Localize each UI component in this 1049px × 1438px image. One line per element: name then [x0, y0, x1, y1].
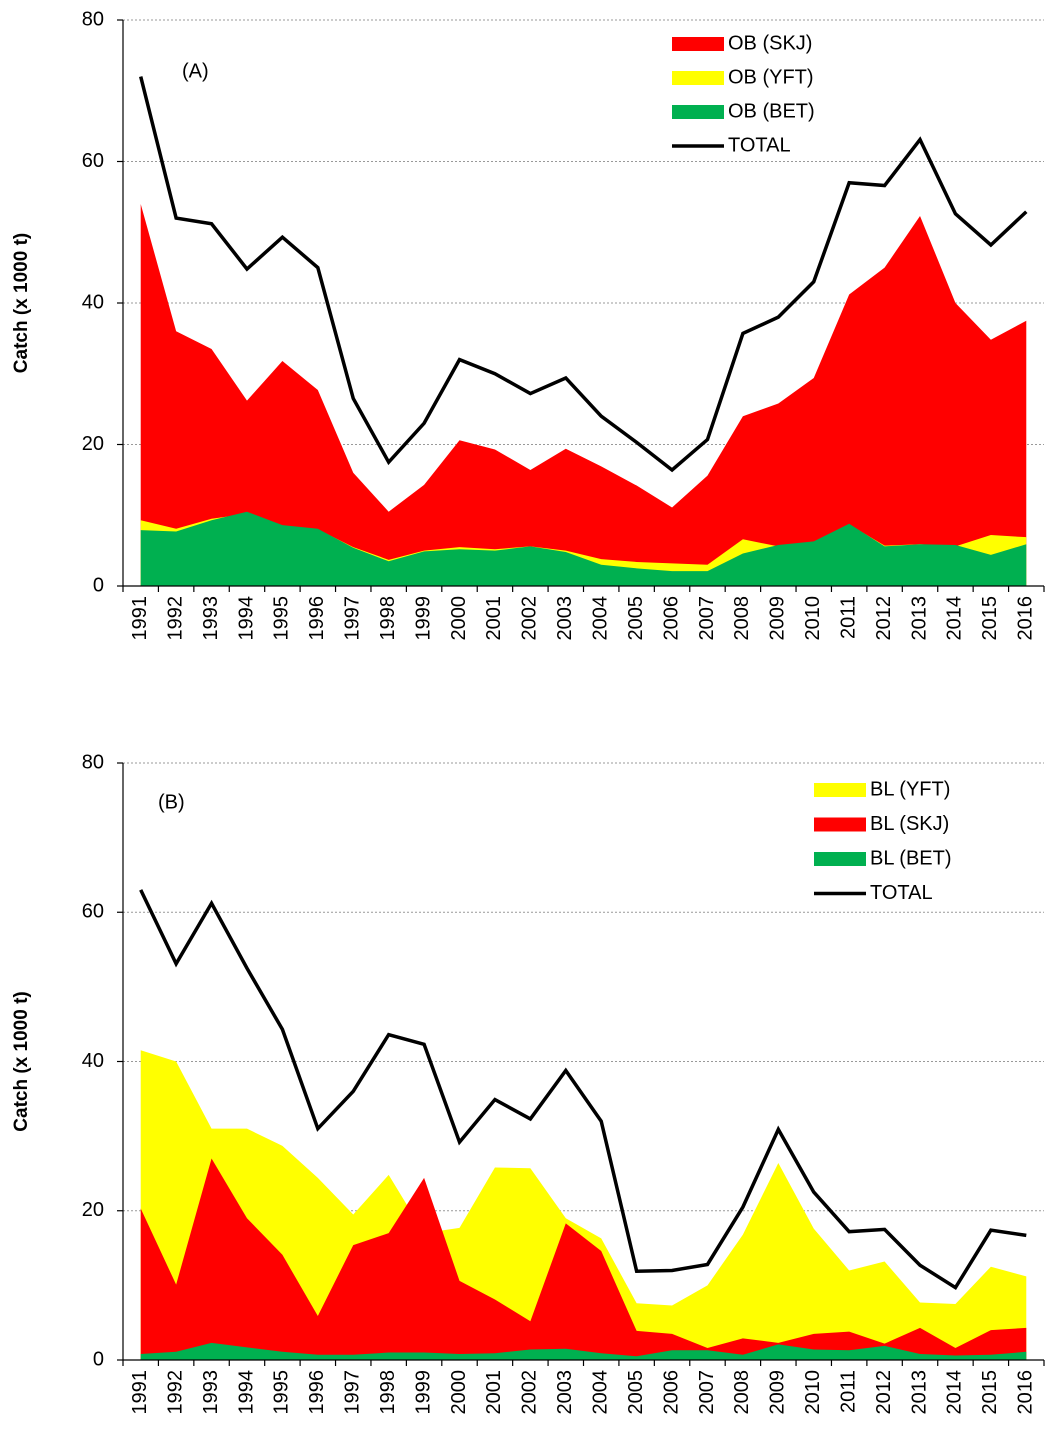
area	[140, 203, 1027, 586]
area	[140, 1158, 1027, 1360]
x-tick-label: 1997	[342, 1370, 364, 1415]
y-tick-label: 0	[93, 1348, 104, 1370]
x-tick-label: 2010	[802, 596, 824, 641]
y-tick-label: 40	[82, 291, 104, 313]
x-tick-label: 2004	[589, 1370, 611, 1415]
y-tick-label: 20	[82, 433, 104, 455]
y-axis-label: Catch (x 1000 t)	[11, 991, 32, 1131]
y-tick-label: 60	[82, 901, 104, 923]
x-tick-label: 2006	[660, 596, 682, 641]
x-tick-label: 1995	[271, 596, 293, 641]
legend-swatch	[814, 817, 866, 832]
x-tick-label: 1993	[200, 1370, 222, 1415]
x-tick-label: 2011	[837, 596, 859, 639]
y-axis-label: Catch (x 1000 t)	[11, 233, 32, 373]
legend-swatch	[814, 783, 866, 797]
total-line	[139, 889, 1027, 1291]
x-tick-label: 2005	[625, 596, 647, 641]
legend-label: TOTAL	[870, 882, 933, 904]
x-tick-label: 1994	[235, 596, 257, 641]
x-tick-label: 2012	[873, 1370, 895, 1415]
x-tick-label: 2015	[979, 596, 1001, 641]
legend-label: TOTAL	[728, 134, 791, 156]
legend-label: OB (SKJ)	[728, 32, 812, 54]
x-tick-label: 1995	[271, 1370, 293, 1415]
x-tick-label: 2007	[696, 596, 718, 641]
x-tick-label: 2014	[944, 596, 966, 641]
x-tick-label: 2009	[767, 596, 789, 641]
x-tick-label: 2016	[1015, 596, 1037, 641]
x-tick-label: 1996	[306, 596, 328, 641]
x-tick-label: 2001	[483, 596, 505, 641]
x-tick-label: 2012	[873, 596, 895, 641]
x-tick-label: 2011	[837, 1370, 859, 1413]
x-tick-label: 1993	[200, 596, 222, 641]
x-tick-label: 1999	[412, 1370, 434, 1415]
legend-label: BL (YFT)	[870, 778, 950, 800]
x-tick-label: 2001	[483, 1370, 505, 1415]
x-tick-label: 2016	[1015, 1370, 1037, 1415]
x-tick-label: 2002	[519, 596, 541, 641]
legend-swatch	[814, 852, 866, 866]
x-tick-label: 2013	[908, 1370, 930, 1415]
x-tick-label: 2000	[448, 596, 470, 641]
x-tick-label: 2000	[448, 1370, 470, 1415]
annotation: (A)	[182, 60, 209, 82]
x-tick-label: 1991	[129, 1370, 151, 1415]
legend-swatch	[672, 37, 724, 51]
x-tick-label: 1991	[129, 596, 151, 641]
y-tick-label: 60	[82, 150, 104, 172]
x-tick-label: 2007	[696, 1370, 718, 1415]
legend-label: BL (BET)	[870, 847, 952, 869]
legend-swatch	[672, 71, 724, 85]
x-tick-label: 1992	[164, 1370, 186, 1415]
x-tick-label: 2015	[979, 1370, 1001, 1415]
legend-label: BL (SKJ)	[870, 813, 949, 835]
x-tick-label: 1996	[306, 1370, 328, 1415]
annotation: (B)	[158, 791, 185, 813]
x-tick-label: 1998	[377, 596, 399, 641]
x-tick-label: 2003	[554, 1370, 576, 1415]
x-tick-label: 1998	[377, 1370, 399, 1415]
area	[140, 511, 1027, 586]
legend-swatch	[672, 105, 724, 119]
x-tick-label: 2002	[519, 1370, 541, 1415]
total-line	[139, 76, 1028, 473]
x-tick-label: 2006	[660, 1370, 682, 1415]
legend-label: OB (YFT)	[728, 66, 814, 88]
area	[140, 1342, 1027, 1360]
legend-label: OB (BET)	[728, 100, 815, 122]
x-tick-label: 2009	[767, 1370, 789, 1415]
y-tick-label: 80	[82, 751, 104, 773]
x-tick-label: 1997	[342, 596, 364, 641]
x-tick-label: 2008	[731, 1370, 753, 1415]
x-tick-label: 2013	[908, 596, 930, 641]
x-tick-label: 1994	[235, 1370, 257, 1415]
x-tick-label: 2003	[554, 596, 576, 641]
y-tick-label: 40	[82, 1050, 104, 1072]
x-tick-label: 1992	[164, 596, 186, 641]
y-tick-label: 80	[82, 8, 104, 30]
x-tick-label: 2010	[802, 1370, 824, 1415]
x-tick-label: 2004	[589, 596, 611, 641]
x-tick-label: 2014	[944, 1370, 966, 1415]
x-tick-label: 1999	[412, 596, 434, 641]
x-tick-label: 2005	[625, 1370, 647, 1415]
y-tick-label: 20	[82, 1199, 104, 1221]
x-tick-label: 2008	[731, 596, 753, 641]
y-tick-label: 0	[93, 574, 104, 596]
